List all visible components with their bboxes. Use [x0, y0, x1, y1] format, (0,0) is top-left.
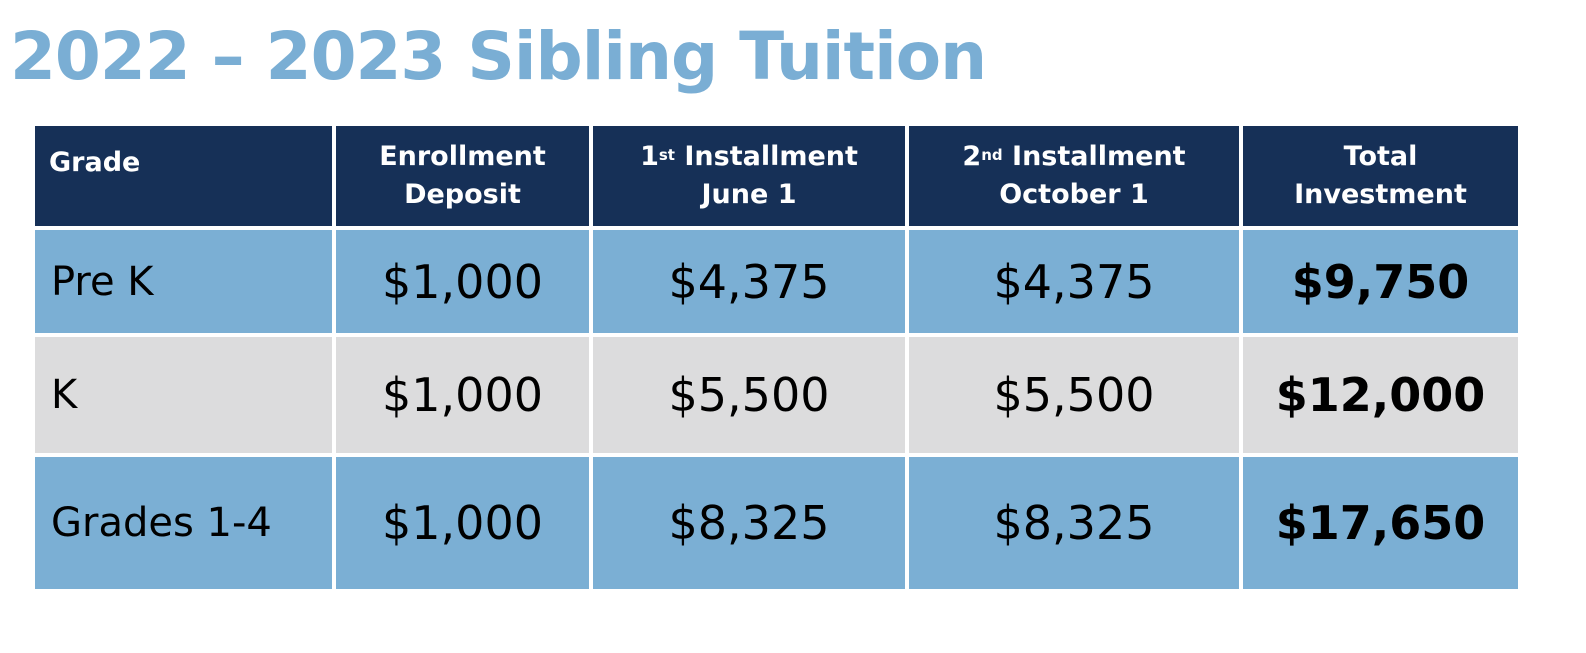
table-row: Pre K $1,000 $4,375 $4,375 $9,750	[35, 230, 1518, 333]
cell-first-installment: $8,325	[593, 457, 905, 589]
cell-second-installment: $8,325	[909, 457, 1239, 589]
tuition-table: Grade Enrollment Deposit 1st Installment J…	[31, 122, 1522, 593]
cell-deposit: $1,000	[336, 230, 589, 333]
cell-second-installment: $5,500	[909, 337, 1239, 453]
cell-grade: Grades 1-4	[35, 457, 332, 589]
cell-second-installment: $4,375	[909, 230, 1239, 333]
cell-first-installment: $4,375	[593, 230, 905, 333]
cell-total: $17,650	[1243, 457, 1518, 589]
header-total-investment: Total Investment	[1243, 126, 1518, 226]
header-sup: nd	[981, 146, 1003, 164]
header-sup: st	[658, 146, 675, 164]
table-row: K $1,000 $5,500 $5,500 $12,000	[35, 337, 1518, 453]
header-text: Enrollment	[379, 141, 546, 172]
cell-first-installment: $5,500	[593, 337, 905, 453]
header-text: Installment	[674, 141, 858, 172]
header-text: June 1	[701, 179, 797, 210]
table-row: Grades 1-4 $1,000 $8,325 $8,325 $17,650	[35, 457, 1518, 589]
table-header-row: Grade Enrollment Deposit 1st Installment J…	[35, 126, 1518, 226]
header-text: October 1	[999, 179, 1149, 210]
header-text: 2	[962, 141, 982, 172]
cell-grade: K	[35, 337, 332, 453]
cell-total: $9,750	[1243, 230, 1518, 333]
header-first-installment: 1st Installment June 1	[593, 126, 905, 226]
page-title: 2022 – 2023 Sibling Tuition	[10, 18, 987, 95]
cell-total: $12,000	[1243, 337, 1518, 453]
header-grade: Grade	[35, 126, 332, 226]
header-text: Grade	[49, 147, 141, 178]
header-second-installment: 2nd Installment October 1	[909, 126, 1239, 226]
header-enrollment-deposit: Enrollment Deposit	[336, 126, 589, 226]
cell-deposit: $1,000	[336, 337, 589, 453]
header-text: 1	[640, 141, 659, 172]
header-text: Installment	[1002, 141, 1186, 172]
cell-deposit: $1,000	[336, 457, 589, 589]
cell-grade: Pre K	[35, 230, 332, 333]
header-text: Deposit	[404, 179, 521, 210]
header-text: Investment	[1294, 179, 1467, 210]
header-text: Total	[1343, 141, 1418, 172]
